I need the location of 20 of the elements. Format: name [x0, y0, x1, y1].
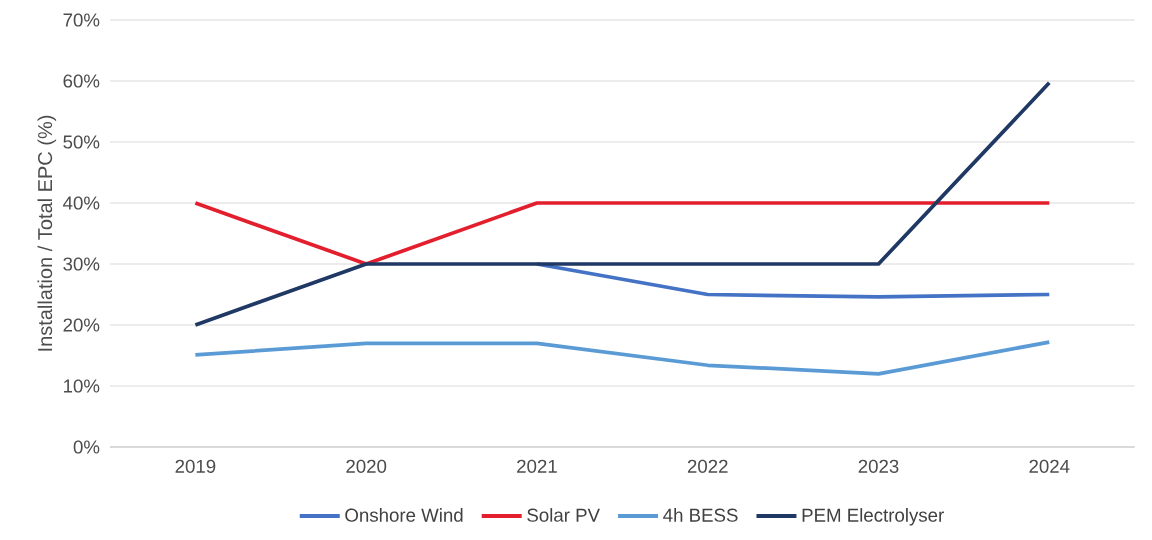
legend-label: Solar PV [527, 508, 600, 522]
y-tick-label: 0% [73, 440, 100, 454]
y-tick-label: 70% [63, 13, 100, 27]
x-tick-label: 2023 [858, 459, 899, 473]
y-axis-title: Installation / Total EPC (%) [37, 115, 57, 351]
legend-label: Onshore Wind [345, 508, 463, 522]
x-tick-label: 2024 [1029, 459, 1070, 473]
y-tick-label: 30% [63, 257, 100, 271]
y-tick-label: 60% [63, 74, 100, 88]
y-tick-label: 20% [63, 318, 100, 332]
legend-label: 4h BESS [663, 508, 738, 522]
y-tick-label: 10% [64, 379, 100, 393]
x-tick-label: 2020 [346, 459, 387, 473]
y-tick-label: 40% [63, 196, 100, 210]
line-series [193, 340, 1052, 376]
x-tick-label: 2022 [687, 459, 728, 473]
y-tick-label: 50% [63, 135, 100, 149]
legend-label: PEM Electrolyser [802, 508, 944, 526]
x-tick-label: 2021 [517, 459, 557, 473]
x-tick-label: 2019 [175, 459, 216, 473]
